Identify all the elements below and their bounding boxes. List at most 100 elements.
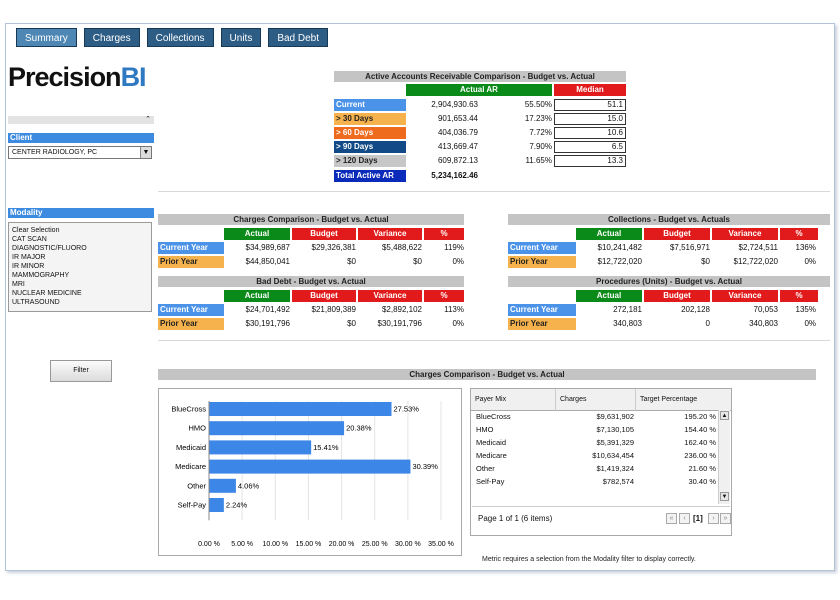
tab-bar: Summary Charges Collections Units Bad De…: [16, 28, 329, 47]
grid-scrollbar[interactable]: ▲ ▼: [718, 410, 730, 504]
prev-page-icon[interactable]: ‹: [679, 513, 690, 524]
bar-value-label: 4.06%: [238, 481, 260, 490]
grid-cell-target: 30.40 %: [688, 477, 716, 486]
tab-summary[interactable]: Summary: [16, 28, 77, 47]
baddebt-prior-actual: $30,191,796: [245, 319, 291, 328]
modality-item[interactable]: NUCLEAR MEDICINE: [12, 290, 82, 297]
last-page-icon[interactable]: »: [720, 513, 731, 524]
units-current-budget: 202,128: [681, 305, 710, 314]
modality-item[interactable]: MAMMOGRAPHY: [12, 272, 70, 279]
bar-value-label: 2.24%: [226, 501, 248, 510]
charges-prior-actual: $44,850,041: [245, 257, 291, 266]
baddebt-current-pct: 113%: [444, 305, 464, 314]
modality-item[interactable]: MRI: [12, 281, 25, 288]
charges-title: Charges Comparison - Budget vs. Actual: [158, 214, 464, 225]
units-current-variance: 70,053: [753, 305, 778, 314]
col-actual: Actual: [576, 290, 642, 302]
client-select[interactable]: CENTER RADIOLOGY, PC ▼: [8, 146, 152, 159]
ar-row-median: 51.1: [554, 99, 626, 111]
grid-cell-charges: $782,574: [602, 477, 634, 486]
grid-col-target[interactable]: Target Percentage: [635, 389, 731, 411]
units-current-pct: 135%: [795, 305, 816, 314]
bar[interactable]: [209, 478, 236, 493]
ar-title: Active Accounts Receivable Comparison - …: [334, 71, 626, 82]
bar[interactable]: [209, 402, 392, 416]
collapse-bar[interactable]: ⌃: [8, 116, 154, 124]
charges-prior-budget: $0: [347, 257, 356, 266]
logo-main: Precision: [8, 62, 122, 92]
client-value: CENTER RADIOLOGY, PC: [12, 149, 98, 156]
modality-item[interactable]: IR MINOR: [12, 263, 45, 270]
first-page-icon[interactable]: «: [666, 513, 677, 524]
bottom-title: Charges Comparison - Budget vs. Actual: [158, 369, 816, 380]
col-actual: Actual: [576, 228, 642, 240]
bar[interactable]: [209, 459, 411, 474]
modality-item[interactable]: ULTRASOUND: [12, 299, 60, 306]
pager-text: Page 1 of 1 (6 items): [478, 514, 553, 523]
scroll-down-icon[interactable]: ▼: [720, 492, 729, 501]
row-prior-year: Prior Year: [158, 318, 224, 330]
ar-row-label: Current: [334, 99, 406, 111]
bar[interactable]: [209, 440, 312, 455]
bar[interactable]: [209, 498, 224, 512]
modality-item[interactable]: DIAGNOSTIC/FLUORO: [12, 245, 87, 252]
scroll-up-icon[interactable]: ▲: [720, 411, 729, 420]
ar-row-pct: 7.72%: [529, 128, 552, 137]
modality-item[interactable]: CAT SCAN: [12, 236, 47, 243]
col-pct: %: [424, 290, 464, 302]
col-actual: Actual: [224, 290, 290, 302]
chart-svg: 0.00 % 5.00 % 10.00 % 15.00 % 20.00 % 25.00 %…: [171, 401, 454, 548]
bar[interactable]: [209, 421, 345, 436]
client-label: Client: [8, 133, 154, 143]
bar-value-label: 20.38%: [346, 424, 372, 433]
divider: [158, 340, 830, 341]
col-budget: Budget: [292, 228, 356, 240]
category-label: Self-Pay: [178, 501, 207, 510]
grid-cell-charges: $7,130,105: [596, 425, 634, 434]
x-tick-label: 10.00 %: [262, 541, 288, 548]
charges-current-actual: $34,989,687: [245, 243, 291, 252]
modality-list[interactable]: Clear Selection CAT SCAN DIAGNOSTIC/FLUO…: [8, 222, 152, 312]
modality-item[interactable]: IR MAJOR: [12, 254, 46, 261]
col-budget: Budget: [644, 290, 710, 302]
x-tick-label: 5.00 %: [231, 541, 253, 548]
row-current-year: Current Year: [508, 242, 576, 254]
ar-row-pct: 17.23%: [524, 114, 552, 123]
ar-col-median: Median: [554, 84, 626, 96]
ar-row-amount: 404,036.79: [437, 128, 478, 137]
divider: [158, 191, 830, 192]
tab-units[interactable]: Units: [220, 28, 262, 47]
logo: PrecisionBI: [8, 62, 147, 93]
ar-row-pct: 7.90%: [529, 142, 552, 151]
charges-prior-pct: 0%: [452, 257, 464, 266]
filter-button[interactable]: Filter: [50, 360, 112, 382]
grid-col-charges[interactable]: Charges: [555, 389, 635, 411]
col-actual: Actual: [224, 228, 290, 240]
tab-collections[interactable]: Collections: [146, 28, 214, 47]
grid-cell-charges: $9,631,902: [596, 412, 634, 421]
col-budget: Budget: [644, 228, 710, 240]
row-prior-year: Prior Year: [508, 318, 576, 330]
collections-current-pct: 136%: [795, 243, 816, 252]
ar-row-median: 10.6: [554, 127, 626, 139]
ar-row-amount: 413,669.47: [437, 142, 478, 151]
tab-bad-debt[interactable]: Bad Debt: [268, 28, 329, 47]
current-page[interactable]: [1]: [693, 514, 703, 523]
baddebt-title: Bad Debt - Budget vs. Actual: [158, 276, 464, 287]
category-label: BlueCross: [171, 405, 206, 414]
units-prior-pct: 0%: [804, 319, 816, 328]
baddebt-current-budget: $21,809,389: [311, 305, 357, 314]
bar-value-label: 27.53%: [393, 405, 419, 414]
grid-cell-target: 162.40 %: [684, 438, 716, 447]
modality-item[interactable]: Clear Selection: [12, 227, 60, 234]
collections-prior-actual: $12,722,020: [597, 257, 643, 266]
ar-row-pct: 11.65%: [525, 156, 552, 165]
chevron-down-icon[interactable]: ▼: [140, 147, 151, 158]
charges-current-pct: 119%: [444, 243, 464, 252]
next-page-icon[interactable]: ›: [708, 513, 719, 524]
double-chevron-up-icon[interactable]: ⌃: [145, 116, 151, 123]
tab-charges[interactable]: Charges: [83, 28, 140, 47]
row-prior-year: Prior Year: [508, 256, 576, 268]
grid-col-payer[interactable]: Payer Mix: [471, 389, 555, 411]
x-tick-label: 35.00 %: [428, 541, 454, 548]
